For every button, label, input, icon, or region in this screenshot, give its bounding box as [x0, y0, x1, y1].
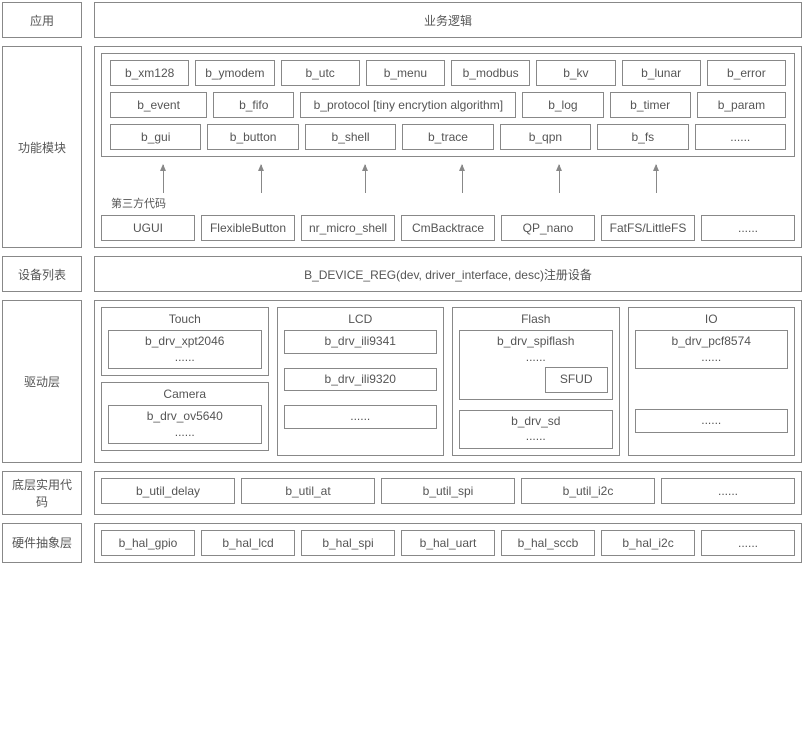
- util-cell: b_util_spi: [381, 478, 515, 504]
- util-cell: b_util_i2c: [521, 478, 655, 504]
- arrow-icon: [365, 165, 366, 193]
- arrow-icon: [261, 165, 262, 193]
- third-cell: nr_micro_shell: [301, 215, 395, 241]
- func-cell: b_utc: [281, 60, 360, 86]
- driver-col-3: Flash b_drv_spiflash...... SFUD b_drv_sd…: [452, 307, 620, 456]
- func-cell: b_protocol [tiny encrytion algorithm]: [300, 92, 516, 118]
- layer-util-label: 底层实用代码: [2, 471, 82, 515]
- driver-group-camera: Camera b_drv_ov5640......: [101, 382, 269, 451]
- third-cell: ......: [701, 215, 795, 241]
- func-cell: b_event: [110, 92, 207, 118]
- hal-cell: b_hal_spi: [301, 530, 395, 556]
- layer-devlist: 设备列表 B_DEVICE_REG(dev, driver_interface,…: [2, 256, 802, 292]
- layer-app-label: 应用: [2, 2, 82, 38]
- func-arrows: [101, 165, 795, 193]
- func-cell: b_button: [207, 124, 298, 150]
- func-cell: b_xm128: [110, 60, 189, 86]
- func-cell: b_modbus: [451, 60, 530, 86]
- func-cell: b_lunar: [622, 60, 701, 86]
- arrow-icon: [462, 165, 463, 193]
- func-cell: b_gui: [110, 124, 201, 150]
- third-cell: UGUI: [101, 215, 195, 241]
- func-cell: ......: [695, 124, 786, 150]
- driver-group-lcd: LCD b_drv_ili9341 b_drv_ili9320 ......: [277, 307, 445, 456]
- arrow-icon: [656, 165, 657, 193]
- driver-item: ......: [635, 409, 789, 433]
- driver-title: Flash: [459, 312, 613, 326]
- driver-item-sfud: SFUD: [545, 367, 608, 393]
- func-cell: b_kv: [536, 60, 615, 86]
- hal-cell: ......: [701, 530, 795, 556]
- func-cell: b_ymodem: [195, 60, 274, 86]
- func-row-3: b_gui b_button b_shell b_trace b_qpn b_f…: [110, 124, 786, 150]
- driver-item-label: b_drv_spiflash......: [464, 334, 608, 365]
- third-party-row: UGUI FlexibleButton nr_micro_shell CmBac…: [101, 215, 795, 241]
- util-cell: b_util_at: [241, 478, 375, 504]
- layer-func-label: 功能模块: [2, 46, 82, 248]
- layer-func: 功能模块 b_xm128 b_ymodem b_utc b_menu b_mod…: [2, 46, 802, 248]
- third-cell: FatFS/LittleFS: [601, 215, 695, 241]
- third-cell: CmBacktrace: [401, 215, 495, 241]
- layer-hal-label: 硬件抽象层: [2, 523, 82, 563]
- driver-group-flash: Flash b_drv_spiflash...... SFUD b_drv_sd…: [452, 307, 620, 456]
- layer-driver-content: Touch b_drv_xpt2046...... Camera b_drv_o…: [94, 300, 802, 463]
- layer-hal: 硬件抽象层 b_hal_gpio b_hal_lcd b_hal_spi b_h…: [2, 523, 802, 563]
- func-cell: b_log: [522, 92, 603, 118]
- layer-devlist-content: B_DEVICE_REG(dev, driver_interface, desc…: [94, 256, 802, 292]
- arrow-icon: [163, 165, 164, 193]
- driver-item: b_drv_pcf8574......: [635, 330, 789, 369]
- func-cell: b_qpn: [500, 124, 591, 150]
- driver-col-2: LCD b_drv_ili9341 b_drv_ili9320 ......: [277, 307, 445, 456]
- driver-title: IO: [635, 312, 789, 326]
- layer-hal-content: b_hal_gpio b_hal_lcd b_hal_spi b_hal_uar…: [94, 523, 802, 563]
- driver-item: b_drv_sd......: [459, 410, 613, 449]
- layer-driver: 驱动层 Touch b_drv_xpt2046...... Camera b_d…: [2, 300, 802, 463]
- driver-item-spiflash: b_drv_spiflash...... SFUD: [459, 330, 613, 400]
- hal-cell: b_hal_lcd: [201, 530, 295, 556]
- driver-item: b_drv_ov5640......: [108, 405, 262, 444]
- util-cell: b_util_delay: [101, 478, 235, 504]
- third-cell: QP_nano: [501, 215, 595, 241]
- driver-group-touch: Touch b_drv_xpt2046......: [101, 307, 269, 376]
- func-cell: b_shell: [305, 124, 396, 150]
- third-cell: FlexibleButton: [201, 215, 295, 241]
- driver-item: ......: [284, 405, 438, 429]
- func-cell: b_trace: [402, 124, 493, 150]
- layer-app: 应用 业务逻辑: [2, 2, 802, 38]
- func-row-1: b_xm128 b_ymodem b_utc b_menu b_modbus b…: [110, 60, 786, 86]
- driver-item: b_drv_ili9341: [284, 330, 438, 354]
- driver-item: b_drv_xpt2046......: [108, 330, 262, 369]
- func-cell: b_error: [707, 60, 786, 86]
- driver-title: LCD: [284, 312, 438, 326]
- hal-cell: b_hal_uart: [401, 530, 495, 556]
- hal-cell: b_hal_i2c: [601, 530, 695, 556]
- hal-cell: b_hal_sccb: [501, 530, 595, 556]
- arrow-icon: [559, 165, 560, 193]
- driver-col-4: IO b_drv_pcf8574...... ......: [628, 307, 796, 456]
- func-cell: b_timer: [610, 92, 691, 118]
- layer-driver-label: 驱动层: [2, 300, 82, 463]
- func-cell: b_fifo: [213, 92, 294, 118]
- driver-title: Touch: [108, 312, 262, 326]
- func-cell: b_menu: [366, 60, 445, 86]
- third-party-label: 第三方代码: [111, 195, 795, 211]
- driver-group-io: IO b_drv_pcf8574...... ......: [628, 307, 796, 456]
- layer-app-content: 业务逻辑: [94, 2, 802, 38]
- driver-col-1: Touch b_drv_xpt2046...... Camera b_drv_o…: [101, 307, 269, 456]
- hal-cell: b_hal_gpio: [101, 530, 195, 556]
- driver-item: b_drv_ili9320: [284, 368, 438, 392]
- layer-util: 底层实用代码 b_util_delay b_util_at b_util_spi…: [2, 471, 802, 515]
- util-cell: ......: [661, 478, 795, 504]
- func-cell: b_fs: [597, 124, 688, 150]
- func-frame: b_xm128 b_ymodem b_utc b_menu b_modbus b…: [101, 53, 795, 157]
- layer-util-content: b_util_delay b_util_at b_util_spi b_util…: [94, 471, 802, 515]
- func-row-2: b_event b_fifo b_protocol [tiny encrytio…: [110, 92, 786, 118]
- layer-devlist-label: 设备列表: [2, 256, 82, 292]
- driver-title: Camera: [108, 387, 262, 401]
- layer-func-content: b_xm128 b_ymodem b_utc b_menu b_modbus b…: [94, 46, 802, 248]
- func-cell: b_param: [697, 92, 786, 118]
